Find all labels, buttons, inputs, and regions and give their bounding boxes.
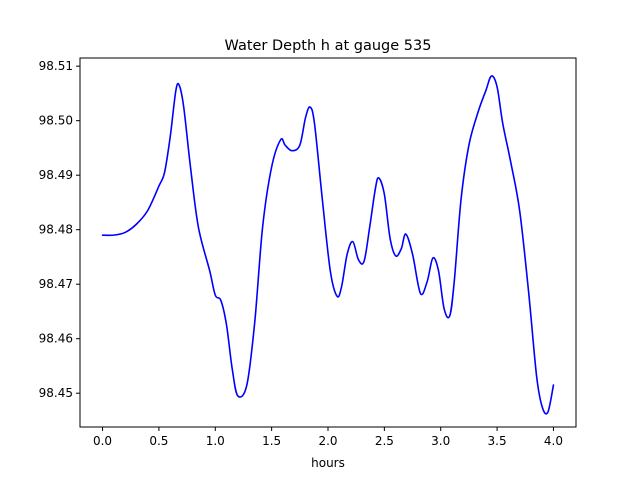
y-axis-ticks: 98.45 98.46 98.47 98.48 98.49 98.50 98.51 <box>39 59 80 400</box>
series-layer <box>101 75 555 415</box>
x-tick-label: 3.5 <box>488 434 507 448</box>
x-tick-label: 2.5 <box>375 434 394 448</box>
y-tick-label: 98.49 <box>39 168 73 182</box>
chart-title: Water Depth h at gauge 535 <box>225 38 432 54</box>
x-tick-label: 1.0 <box>206 434 225 448</box>
x-tick-label: 4.0 <box>544 434 563 448</box>
plot-frame <box>79 57 577 428</box>
x-tick-label: 0.5 <box>149 434 168 448</box>
x-tick-label: 1.5 <box>262 434 281 448</box>
y-tick-label: 98.50 <box>39 114 73 128</box>
x-tick-label: 0.0 <box>93 434 112 448</box>
x-tick-label: 2.0 <box>318 434 337 448</box>
x-axis-ticks: 0.0 0.5 1.0 1.5 2.0 2.5 3.0 3.5 4.0 <box>93 427 563 448</box>
y-tick-label: 98.46 <box>39 332 73 346</box>
x-tick-label: 3.0 <box>431 434 450 448</box>
y-tick-label: 98.51 <box>39 59 73 73</box>
y-tick-label: 98.45 <box>39 386 73 400</box>
x-axis-label: hours <box>311 456 345 470</box>
y-tick-label: 98.47 <box>39 277 73 291</box>
series-line <box>101 75 555 415</box>
y-tick-label: 98.48 <box>39 223 73 237</box>
